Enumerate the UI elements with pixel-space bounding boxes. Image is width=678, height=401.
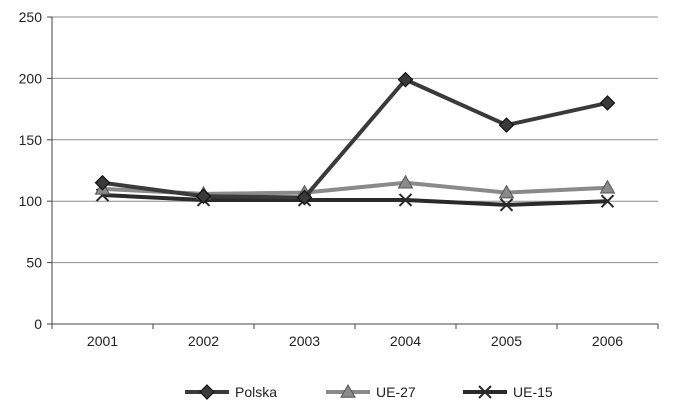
- point-diamond: [498, 117, 515, 133]
- point-triangle: [397, 174, 414, 189]
- x-tick-label: 2002: [188, 333, 219, 349]
- legend-label: UE-27: [376, 384, 416, 400]
- legend-entry-ue-15: UE-15: [463, 384, 553, 400]
- x-tick-label: 2006: [592, 333, 623, 349]
- series-ue-27: [94, 174, 616, 200]
- legend-label: UE-15: [513, 384, 553, 400]
- point-triangle: [599, 179, 616, 194]
- point-x: [398, 193, 413, 207]
- series-layer: [94, 71, 616, 212]
- point-diamond: [296, 189, 313, 206]
- point-triangle: [498, 184, 515, 199]
- axes: [47, 16, 659, 329]
- x-tick-label: 2001: [87, 333, 118, 349]
- point-x: [600, 194, 615, 208]
- point-diamond: [397, 71, 414, 88]
- y-tick-label: 100: [19, 193, 43, 209]
- legend-label: Polska: [235, 384, 277, 400]
- y-tick-label: 50: [26, 255, 42, 271]
- x-tick-labels: 2001 2002 2003 2004 2005 2006: [87, 333, 623, 349]
- x-tick-label: 2005: [491, 333, 522, 349]
- point-diamond: [195, 188, 212, 205]
- point-x: [499, 198, 514, 212]
- point-diamond: [199, 384, 215, 400]
- y-tick-label: 0: [34, 316, 42, 332]
- point-x: [478, 385, 492, 399]
- y-tick-label: 200: [19, 70, 43, 86]
- series-line: [102, 193, 608, 207]
- y-tick-labels: 0 50 100 150 200 250: [19, 9, 43, 332]
- y-tick-label: 250: [19, 9, 43, 25]
- series-polska: [94, 71, 616, 206]
- point-diamond: [94, 174, 111, 191]
- series-line: [102, 77, 608, 200]
- x-tick-label: 2004: [390, 333, 421, 349]
- point-triangle: [340, 383, 356, 398]
- legend: Polska UE-27 UE-15: [185, 383, 553, 400]
- legend-entry-polska: Polska: [185, 384, 277, 400]
- point-diamond: [599, 95, 616, 111]
- y-tick-label: 150: [19, 132, 43, 148]
- legend-entry-ue-27: UE-27: [326, 383, 416, 400]
- x-tick-label: 2003: [289, 333, 320, 349]
